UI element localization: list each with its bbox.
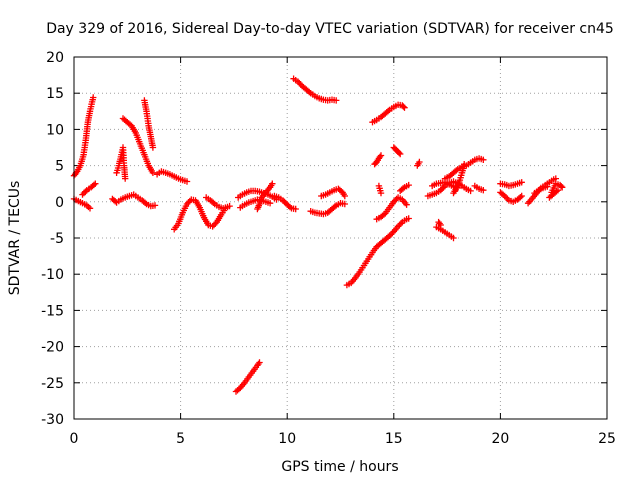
axis-ticks (73, 56, 608, 420)
data-point (438, 185, 446, 192)
x-tick-label: 20 (491, 431, 509, 447)
data-point (558, 183, 565, 190)
chart-title: Day 329 of 2016, Sidereal Day-to-day VTE… (46, 21, 614, 37)
y-tick-label: -25 (41, 376, 64, 392)
x-tick-label: 25 (598, 431, 616, 447)
x-tick-label: 5 (176, 431, 185, 447)
grid (74, 57, 607, 419)
y-tick-label: -15 (41, 303, 64, 319)
data-point (380, 211, 388, 218)
data-point (149, 169, 157, 176)
data-point (377, 189, 385, 197)
data-point (554, 187, 562, 194)
x-tick-label: 0 (70, 431, 79, 447)
x-tick-labels: 0 5 10 15 20 25 (70, 431, 616, 447)
x-axis-label: GPS time / hours (281, 459, 398, 475)
data-point (394, 223, 402, 230)
data-point (416, 158, 423, 166)
data-point (389, 229, 396, 237)
y-axis-label: SDTVAR / TECUs (7, 181, 23, 296)
data-point (405, 181, 412, 189)
data-point (401, 104, 408, 111)
data-point (341, 200, 348, 208)
data-point (559, 184, 566, 191)
data-point (183, 178, 191, 185)
data-point (436, 220, 443, 227)
y-tick-label: 5 (55, 159, 64, 175)
data-point (518, 179, 525, 186)
y-tick-label: -30 (41, 412, 64, 428)
data-point (376, 153, 384, 161)
data-point (397, 220, 405, 227)
data-point (266, 200, 274, 207)
data-point (395, 149, 403, 157)
y-tick-label: 15 (46, 86, 64, 102)
data-point (226, 202, 233, 210)
data-point (384, 107, 392, 115)
data-point (281, 198, 288, 205)
data-point (544, 183, 551, 190)
data-point (331, 203, 338, 210)
data-point (341, 192, 348, 200)
data-point (185, 199, 192, 206)
data-point (437, 187, 444, 194)
y-tick-label: 20 (46, 50, 64, 66)
data-point (149, 144, 157, 151)
data-point (122, 175, 129, 182)
data-point (390, 198, 397, 205)
data-point (141, 199, 149, 206)
data-point (403, 201, 410, 208)
data-point (80, 189, 88, 197)
y-tick-label: -20 (41, 340, 64, 356)
data-point (210, 199, 217, 206)
data-point (377, 152, 385, 159)
y-tick-labels: -30 -25 -20 -15 -10 -5 0 5 10 15 20 (41, 50, 64, 428)
data-point (461, 161, 468, 168)
data-point (90, 94, 97, 101)
y-tick-label: -5 (50, 231, 64, 247)
data-point (269, 180, 276, 187)
data-point (480, 156, 487, 163)
data-point (400, 103, 407, 110)
data-point (235, 385, 243, 393)
data-point (333, 97, 340, 104)
x-tick-label: 10 (278, 431, 296, 447)
data-point (209, 223, 216, 230)
data-point (502, 194, 510, 201)
data-point (82, 188, 89, 195)
data-point (405, 215, 412, 222)
y-tick-label: 10 (46, 122, 64, 138)
plot-frame (73, 56, 608, 420)
data-point (86, 205, 94, 212)
data-point (450, 234, 457, 242)
y-tick-label: -10 (41, 267, 64, 283)
data-point (518, 192, 525, 200)
data-point (90, 181, 98, 189)
y-tick-label: 0 (55, 195, 64, 211)
data-point (292, 205, 299, 213)
data-point (437, 221, 444, 229)
data-point (467, 187, 474, 195)
data-point (92, 180, 99, 187)
data-point (397, 150, 404, 158)
data-point (151, 202, 159, 209)
data-points (70, 75, 566, 395)
data-point (517, 194, 524, 201)
data-point (296, 79, 303, 87)
data-point (480, 187, 487, 194)
data-point (79, 191, 86, 198)
x-tick-label: 15 (385, 431, 403, 447)
data-point (256, 359, 263, 366)
